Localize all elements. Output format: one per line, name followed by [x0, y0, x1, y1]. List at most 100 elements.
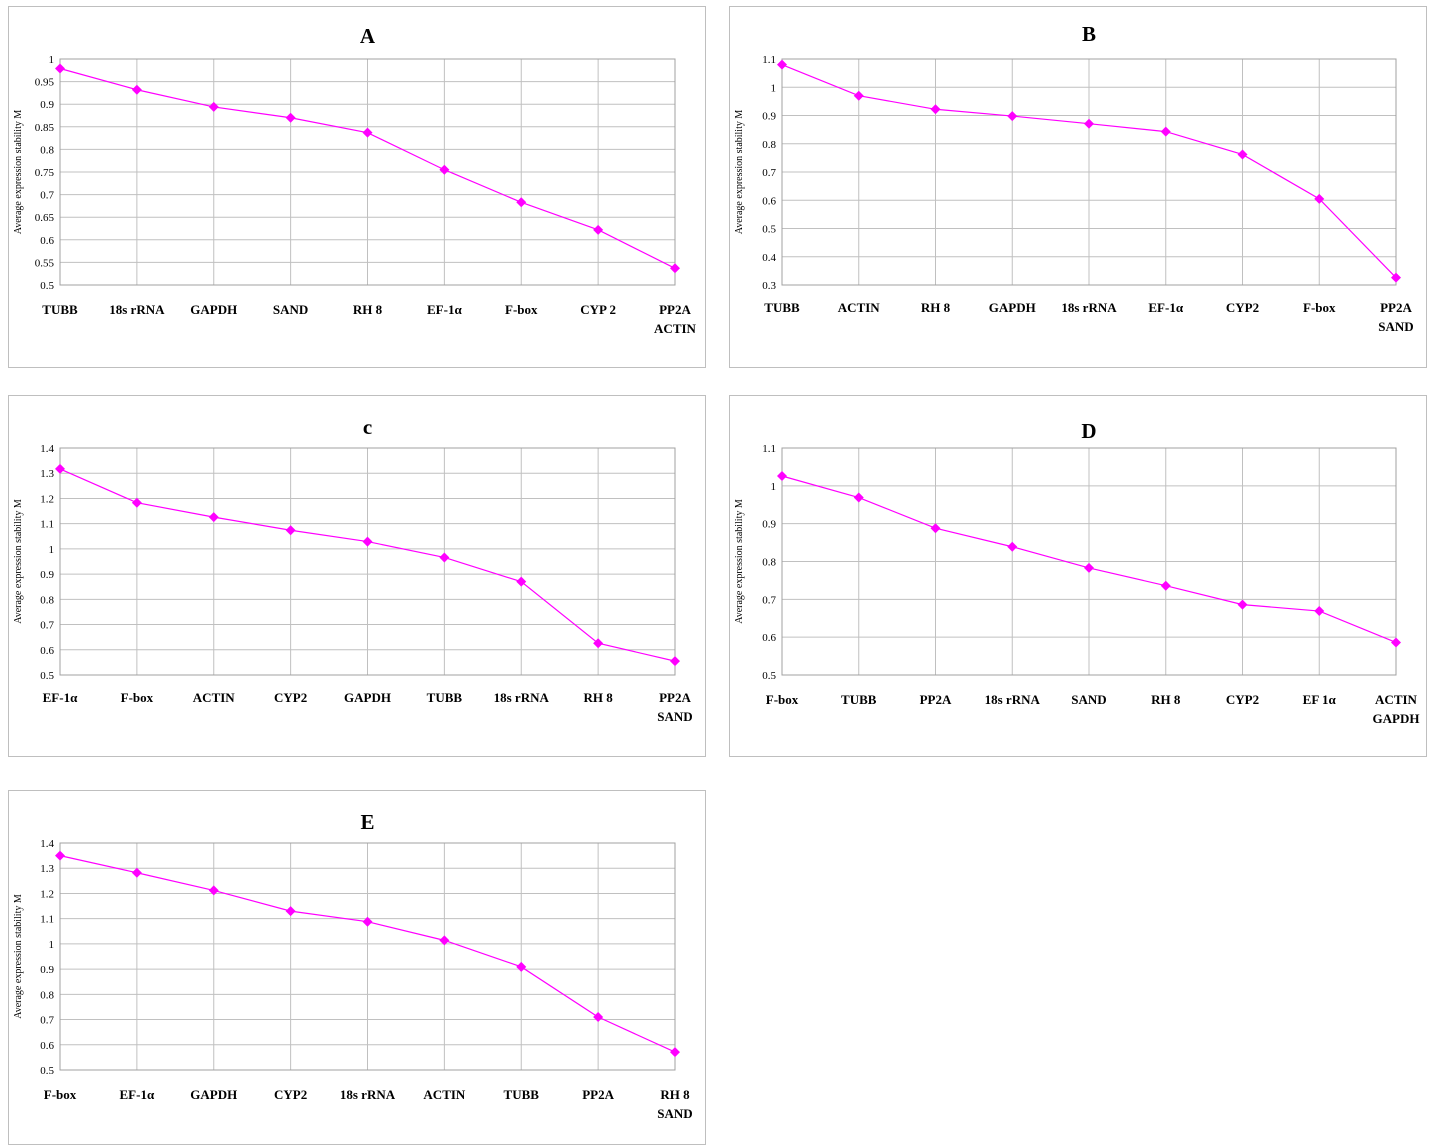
y-tick-label: 1.4 — [40, 838, 54, 850]
y-tick-label: 0.8 — [40, 144, 54, 156]
x-category-label: RH 8 — [921, 300, 951, 315]
data-point — [55, 63, 65, 74]
y-tick-label: 0.6 — [40, 645, 54, 657]
data-point — [362, 916, 373, 927]
data-point — [930, 523, 941, 534]
data-point — [593, 638, 604, 649]
data-point — [1237, 599, 1248, 610]
y-tick-label: 1.2 — [40, 493, 54, 505]
data-point — [1084, 118, 1094, 129]
data-point — [131, 84, 142, 95]
x-category-label: ACTIN — [838, 300, 881, 315]
y-tick-label: 0.95 — [35, 77, 55, 89]
data-point — [1160, 126, 1171, 137]
data-point — [285, 906, 296, 917]
x-category-label: ACTIN — [1375, 692, 1418, 707]
data-point — [1007, 111, 1018, 122]
y-tick-label: 1.4 — [40, 443, 54, 455]
plot-area — [781, 447, 1397, 676]
y-tick-label: 0.5 — [762, 670, 776, 682]
data-point — [853, 492, 864, 503]
y-axis-label: Average expression stability M — [13, 110, 24, 235]
chart-title: E — [360, 810, 374, 834]
data-point — [439, 935, 450, 946]
x-category-label: PP2A — [1380, 300, 1412, 315]
x-category-label: TUBB — [504, 1087, 540, 1102]
x-category-label: RH 8 — [584, 690, 614, 705]
chart-b: 0.3 0.4 0.5 0.6 0.7 0.8 0.9 1 1.1 B Average expres… — [734, 22, 1414, 334]
y-tick-label: 0.8 — [40, 594, 54, 606]
y-tick-label: 0.85 — [35, 122, 55, 134]
x-category-label: SAND — [1071, 692, 1106, 707]
data-point — [1391, 637, 1401, 648]
chart-title: c — [363, 415, 372, 439]
chart-title: B — [1082, 22, 1096, 46]
chart-panel-a: 0.5 0.55 0.6 0.65 0.7 0.75 0.8 0.85 0.9 0.95 1 A Ave… — [8, 6, 706, 368]
data-point — [1314, 606, 1325, 617]
y-axis-label: Average expression stability M — [734, 499, 745, 624]
data-point — [55, 850, 65, 861]
x-category-label: 18s rRNA — [494, 690, 550, 705]
chart-title: D — [1081, 419, 1096, 443]
data-point — [131, 497, 142, 508]
x-category-label: F-box — [44, 1087, 77, 1102]
y-tick-label: 0.7 — [762, 167, 776, 179]
y-tick-label: 0.6 — [762, 632, 776, 644]
plot-area — [59, 447, 676, 676]
x-category-label: PP2A — [582, 1087, 614, 1102]
y-tick-label: 0.7 — [762, 594, 776, 606]
y-tick-label: 0.8 — [762, 139, 776, 151]
y-tick-label: 0.3 — [762, 280, 776, 292]
data-point — [777, 59, 787, 70]
y-tick-label: 1 — [49, 54, 55, 66]
data-point — [1391, 272, 1401, 283]
plot-area — [59, 58, 676, 286]
data-point — [1084, 562, 1094, 573]
x-category-label: GAPDH — [344, 690, 391, 705]
x-category-label: SAND — [657, 709, 692, 724]
x-category-label: TUBB — [841, 692, 877, 707]
x-category-label: PP2A — [920, 692, 952, 707]
x-category-label: 18s rRNA — [340, 1087, 396, 1102]
y-tick-label: 0.6 — [40, 1040, 54, 1052]
y-tick-label: 0.55 — [35, 257, 55, 269]
data-point — [285, 525, 296, 536]
data-point — [131, 867, 142, 878]
data-point — [362, 536, 373, 547]
y-tick-label: 1 — [771, 82, 777, 94]
x-category-label: GAPDH — [989, 300, 1036, 315]
data-point — [930, 104, 941, 115]
data-point — [439, 552, 450, 563]
y-tick-label: 0.8 — [40, 989, 54, 1001]
x-category-label: ACTIN — [193, 690, 236, 705]
y-tick-label: 1 — [49, 939, 55, 951]
x-category-label: SAND — [1378, 319, 1413, 334]
x-category-label: SAND — [657, 1106, 692, 1121]
x-category-label: 18s rRNA — [109, 302, 165, 317]
y-tick-label: 0.9 — [40, 964, 54, 976]
x-category-label: F-box — [1303, 300, 1336, 315]
y-axis-label: Average expression stability M — [13, 499, 24, 624]
data-point — [516, 197, 527, 208]
y-tick-label: 1.1 — [762, 443, 776, 455]
x-category-label: RH 8 — [1151, 692, 1181, 707]
x-category-label: TUBB — [764, 300, 800, 315]
y-tick-label: 1.1 — [762, 54, 776, 66]
data-point — [670, 1047, 680, 1058]
data-point — [593, 1012, 604, 1023]
data-point — [1237, 149, 1248, 160]
y-tick-label: 1.3 — [40, 863, 54, 875]
data-point — [208, 512, 219, 523]
x-category-label: CYP2 — [274, 690, 307, 705]
data-point — [1314, 193, 1325, 204]
x-category-label: ACTIN — [654, 321, 697, 336]
y-tick-label: 1.1 — [40, 914, 54, 926]
x-category-label: PP2A — [659, 690, 691, 705]
x-category-label: CYP2 — [1226, 692, 1259, 707]
chart-title: A — [360, 24, 376, 48]
x-category-label: GAPDH — [190, 1087, 237, 1102]
x-category-label: ACTIN — [423, 1087, 466, 1102]
x-category-label: PP2A — [659, 302, 691, 317]
data-point — [285, 112, 296, 123]
chart-a: 0.5 0.55 0.6 0.65 0.7 0.75 0.8 0.85 0.9 0.95 1 A Ave… — [13, 24, 697, 336]
